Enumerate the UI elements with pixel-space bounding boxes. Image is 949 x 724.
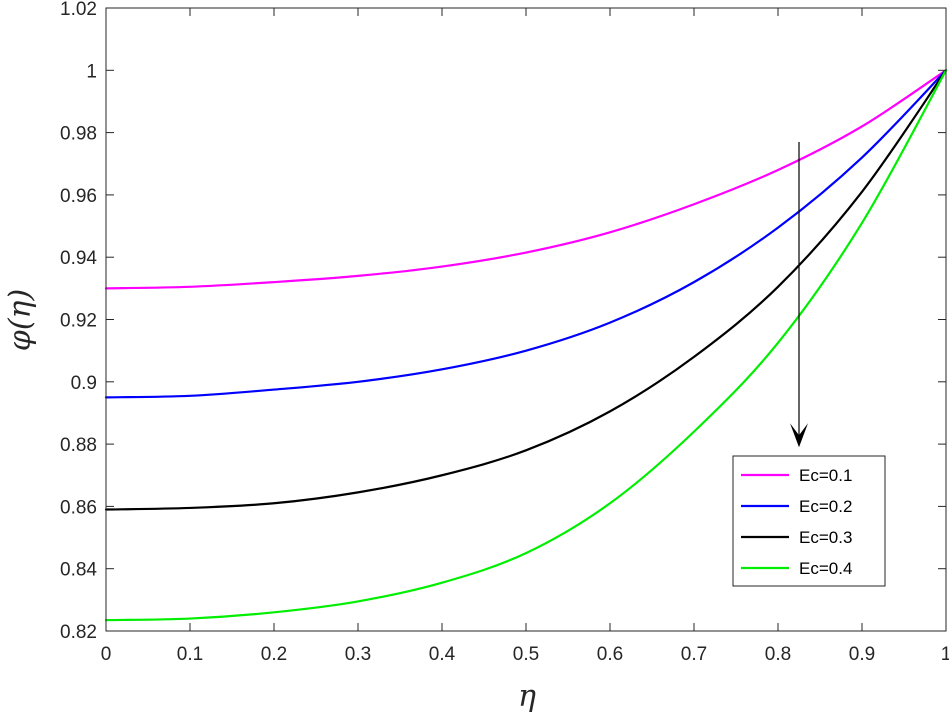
legend-entry-1: Ec=0.1 <box>799 466 852 485</box>
y-tick-label: 0.92 <box>60 311 97 332</box>
y-axis-label: φ(η) <box>3 289 38 351</box>
y-tick-label: 0.88 <box>60 435 97 456</box>
series-layer <box>104 69 948 622</box>
axes-layer: 0 0.1 0.2 0.3 0.4 0.5 0.6 0.7 0.8 0.9 1 0.82 0.84 0.8… <box>60 0 949 665</box>
legend-entry-2: Ec=0.2 <box>799 497 852 516</box>
x-tick-label: 0.8 <box>765 644 791 665</box>
legend-entry-4: Ec=0.4 <box>799 559 852 578</box>
x-tick-label: 0.9 <box>849 644 875 665</box>
legend-entry-3: Ec=0.3 <box>799 528 852 547</box>
y-tick-label: 1 <box>86 61 97 82</box>
x-tick-label: 0.4 <box>429 644 456 665</box>
series-line-2 <box>104 69 948 399</box>
y-tick-label: 0.94 <box>60 248 97 269</box>
x-tick-label: 0.3 <box>345 644 371 665</box>
series-line-4 <box>104 69 948 622</box>
legend: Ec=0.1 Ec=0.2 Ec=0.3 Ec=0.4 <box>732 455 886 587</box>
y-tick-label: 1.02 <box>60 0 97 20</box>
x-tick-label: 0.6 <box>597 644 623 665</box>
y-tick-label: 0.9 <box>71 373 97 394</box>
annotation-arrow-head <box>790 423 808 448</box>
y-tick-label: 0.82 <box>60 622 97 643</box>
x-tick-label: 0 <box>101 644 112 665</box>
y-tick-label: 0.84 <box>60 560 97 581</box>
x-tick-label: 0.2 <box>261 644 287 665</box>
series-line-3 <box>104 69 948 511</box>
y-tick-label: 0.86 <box>60 497 97 518</box>
legend-box <box>732 455 886 587</box>
x-axis-label: η <box>518 679 536 714</box>
y-tick-label: 0.96 <box>60 186 97 207</box>
x-tick-label: 0.7 <box>681 644 707 665</box>
x-tick-label: 0.1 <box>177 644 203 665</box>
annotation-layer <box>790 141 808 448</box>
y-tick-label: 0.98 <box>60 124 97 145</box>
series-line-1 <box>104 69 948 290</box>
x-tick-label: 1 <box>941 644 949 665</box>
x-tick-label: 0.5 <box>513 644 539 665</box>
